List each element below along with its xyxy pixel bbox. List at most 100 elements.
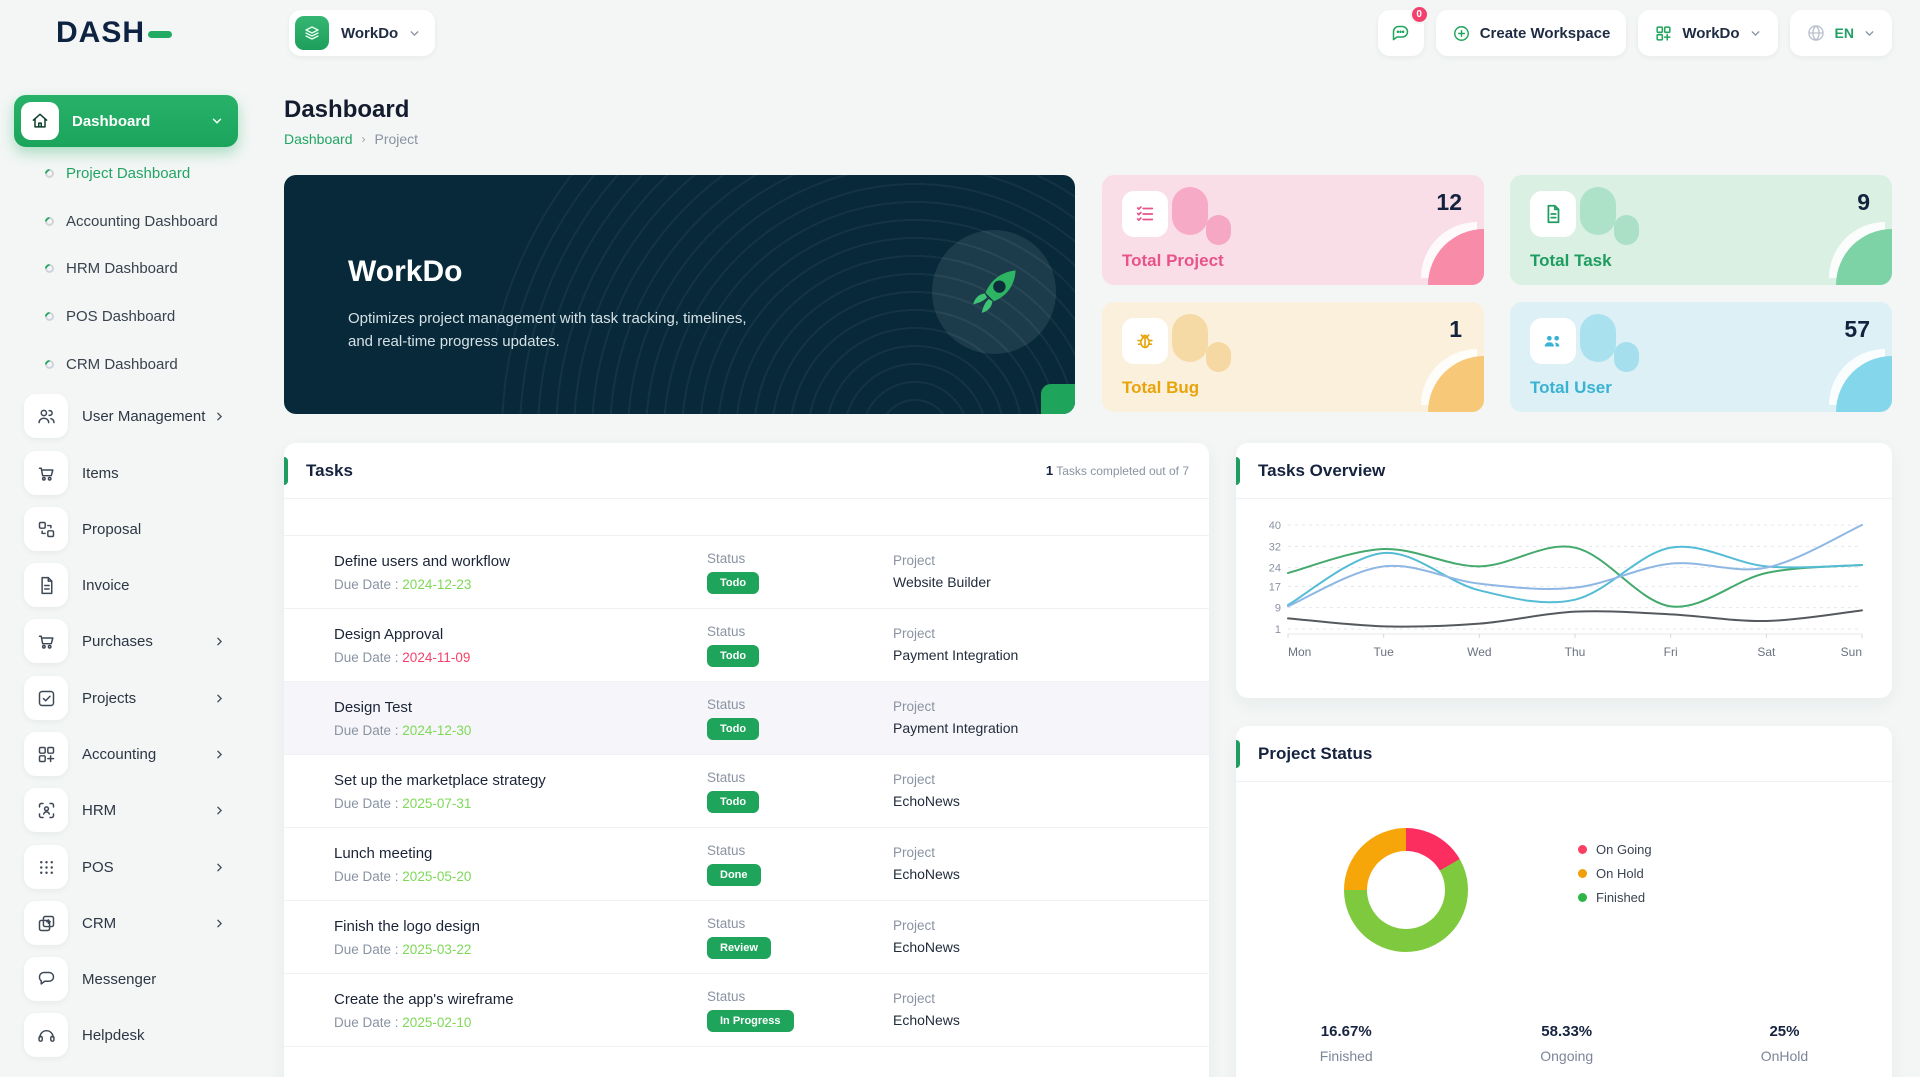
breadcrumb: Dashboard › Project xyxy=(284,131,418,147)
task-due-date: Due Date : 2024-12-23 xyxy=(334,576,472,592)
task-due-date: Due Date : 2024-12-30 xyxy=(334,722,472,738)
chat-icon xyxy=(24,957,68,1001)
status-heading: Status xyxy=(707,550,746,566)
headset-icon xyxy=(24,1013,68,1057)
breadcrumb-dashboard-link[interactable]: Dashboard xyxy=(284,131,353,147)
sidebar-item-proposal[interactable]: Proposal xyxy=(14,501,238,557)
project-status-donut-chart xyxy=(1344,828,1468,952)
blob-decoration xyxy=(1580,314,1616,362)
project-name: EchoNews xyxy=(893,1011,960,1028)
project-name: EchoNews xyxy=(893,938,960,955)
sub-item-label: POS Dashboard xyxy=(66,307,176,325)
sidebar-item-user-management[interactable]: User Management xyxy=(14,388,238,444)
circle-plus-icon xyxy=(1453,25,1469,41)
sidebar-item-invoice[interactable]: Invoice xyxy=(14,557,238,613)
status-badge[interactable]: In Progress xyxy=(707,1009,794,1032)
sub-item-label: CRM Dashboard xyxy=(66,355,178,373)
project-name: Payment Integration xyxy=(893,646,1019,663)
cart-icon xyxy=(24,451,68,495)
grid-plus-icon xyxy=(24,732,68,776)
accent-bar xyxy=(1236,457,1240,485)
status-badge[interactable]: Done xyxy=(707,863,761,886)
project-status-title: Project Status xyxy=(1258,743,1373,763)
menu-item-label: Items xyxy=(82,464,119,482)
stat-value: 12 xyxy=(1436,189,1462,215)
stat-card-total-project: 12 Total Project xyxy=(1102,175,1484,285)
chevron-right-icon xyxy=(217,637,223,645)
sidebar-item-projects[interactable]: Projects xyxy=(14,670,238,726)
task-due-date: Due Date : 2025-02-10 xyxy=(334,1014,472,1030)
sidebar-item-pos[interactable]: POS xyxy=(14,839,238,895)
svg-text:Thu: Thu xyxy=(1565,645,1586,659)
chevron-down-icon xyxy=(1751,30,1759,36)
stat-ongoing: 58.33% Ongoing xyxy=(1540,1023,1594,1064)
stat-value: 57 xyxy=(1844,316,1870,342)
corner-decoration xyxy=(1836,229,1892,285)
svg-text:Sat: Sat xyxy=(1757,645,1776,659)
sidebar-item-project-dashboard[interactable]: Project Dashboard xyxy=(14,149,238,197)
status-badge[interactable]: Todo xyxy=(707,571,760,594)
dots-grid-icon xyxy=(24,845,68,889)
task-row[interactable]: Define users and workflow Due Date : 202… xyxy=(284,536,1209,609)
home-icon xyxy=(21,102,59,140)
workspace-switcher[interactable]: WorkDo xyxy=(289,10,436,56)
file-task-icon xyxy=(1530,191,1576,237)
users-group-icon xyxy=(1530,318,1576,364)
chevron-down-icon xyxy=(212,118,222,124)
app-logo[interactable]: DASH xyxy=(56,16,173,50)
task-row[interactable]: Design Test Due Date : 2024-12-30 Status… xyxy=(284,682,1209,755)
task-due-date: Due Date : 2025-03-22 xyxy=(334,941,472,957)
menu-item-label: Invoice xyxy=(82,576,130,594)
project-name: Payment Integration xyxy=(893,719,1019,736)
app-menu-button[interactable]: WorkDo xyxy=(1638,10,1778,56)
users-icon xyxy=(24,394,68,438)
messages-button[interactable]: 0 xyxy=(1377,5,1429,56)
svg-text:9: 9 xyxy=(1275,603,1281,615)
task-title: Design Approval xyxy=(334,625,444,643)
task-row[interactable]: Set up the marketplace strategy Due Date… xyxy=(284,755,1209,828)
logo-text: DASH xyxy=(56,16,146,49)
menu-item-label: Accounting xyxy=(82,745,157,763)
logo-dash-icon xyxy=(148,31,173,38)
status-badge[interactable]: Review xyxy=(707,936,771,959)
language-selector[interactable]: EN xyxy=(1789,10,1892,56)
task-title: Design Test xyxy=(334,698,413,716)
legend-item: On Going xyxy=(1578,842,1652,857)
task-due-date: Due Date : 2025-07-31 xyxy=(334,795,472,811)
tasks-completed-summary: 1 Tasks completed out of 7 xyxy=(1045,463,1189,478)
sidebar-item-helpdesk[interactable]: Helpdesk xyxy=(14,1007,238,1063)
status-badge[interactable]: Todo xyxy=(707,790,760,813)
bullet-icon xyxy=(43,261,56,275)
hero-title: WorkDo xyxy=(348,255,463,288)
task-row[interactable]: Lunch meeting Due Date : 2025-05-20 Stat… xyxy=(284,828,1209,901)
sidebar-item-accounting[interactable]: Accounting xyxy=(14,726,238,782)
task-row[interactable]: Design Approval Due Date : 2024-11-09 St… xyxy=(284,609,1209,682)
language-code: EN xyxy=(1834,25,1854,41)
proposal-icon xyxy=(24,507,68,551)
status-badge[interactable]: Todo xyxy=(707,717,760,740)
menu-item-label: User Management xyxy=(82,407,206,425)
task-row[interactable]: Finish the logo design Due Date : 2025-0… xyxy=(284,901,1209,974)
status-badge[interactable]: Todo xyxy=(707,644,760,667)
svg-text:Wed: Wed xyxy=(1467,645,1491,659)
task-row[interactable]: Create the app's wireframe Due Date : 20… xyxy=(284,974,1209,1047)
project-heading: Project xyxy=(893,844,936,860)
sidebar-item-crm-dashboard[interactable]: CRM Dashboard xyxy=(14,340,238,388)
create-workspace-button[interactable]: Create Workspace xyxy=(1435,10,1627,56)
sidebar-item-dashboard[interactable]: Dashboard xyxy=(14,95,238,147)
sidebar-item-messenger[interactable]: Messenger xyxy=(14,951,238,1007)
sidebar-item-hrm-dashboard[interactable]: HRM Dashboard xyxy=(14,244,238,292)
blob-decoration xyxy=(1172,187,1208,235)
sidebar-item-pos-dashboard[interactable]: POS Dashboard xyxy=(14,292,238,340)
sidebar-item-items[interactable]: Items xyxy=(14,445,238,501)
stat-label: Total Bug xyxy=(1122,378,1200,397)
menu-item-label: Messenger xyxy=(82,970,157,988)
bullet-icon xyxy=(43,357,56,371)
app-menu-label: WorkDo xyxy=(1682,24,1740,42)
sidebar-item-hrm[interactable]: HRM xyxy=(14,782,238,838)
stat-onhold: 25% OnHold xyxy=(1760,1023,1809,1064)
sidebar-item-accounting-dashboard[interactable]: Accounting Dashboard xyxy=(14,197,238,245)
sidebar-item-purchases[interactable]: Purchases xyxy=(14,613,238,669)
sidebar-item-crm[interactable]: CRM xyxy=(14,895,238,951)
stat-card-total-task: 9 Total Task xyxy=(1510,175,1892,285)
